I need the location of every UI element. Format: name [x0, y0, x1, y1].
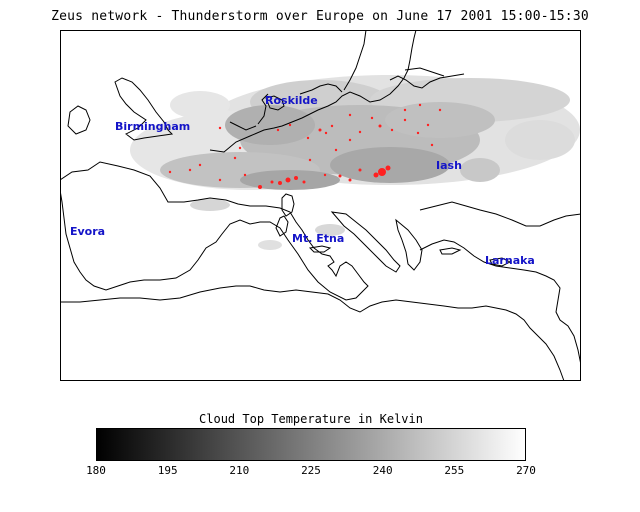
station-evora: Evora — [70, 225, 105, 238]
colorbar — [96, 428, 526, 461]
station-roskilde: Roskilde — [265, 94, 318, 107]
colorbar-gradient — [96, 428, 526, 461]
station-mt-etna: Mt. Etna — [292, 232, 344, 245]
colorbar-tick-label: 240 — [372, 464, 393, 477]
station-labels: Roskilde Birmingham Iash Evora Mt. Etna … — [70, 94, 535, 267]
map-title: Zeus network - Thunderstorm over Europe … — [51, 9, 589, 24]
lightning-strikes — [168, 103, 442, 189]
station-birmingham: Birmingham — [115, 120, 190, 133]
station-iash: Iash — [436, 159, 462, 172]
colorbar-title: Cloud Top Temperature in Kelvin — [199, 412, 423, 426]
station-larnaka: Larnaka — [485, 254, 535, 267]
colorbar-tick-label: 225 — [301, 464, 321, 477]
colorbar-tick-label: 180 — [86, 464, 106, 477]
colorbar-tick-label: 255 — [444, 464, 465, 477]
cloud-cover — [130, 75, 580, 250]
colorbar-tick-label: 270 — [516, 464, 536, 477]
coastlines — [60, 30, 581, 381]
colorbar-tick-label: 210 — [229, 464, 250, 477]
thunderstorm-map: Roskilde Birmingham Iash Evora Mt. Etna … — [60, 30, 581, 381]
colorbar-tick-label: 195 — [157, 464, 178, 477]
